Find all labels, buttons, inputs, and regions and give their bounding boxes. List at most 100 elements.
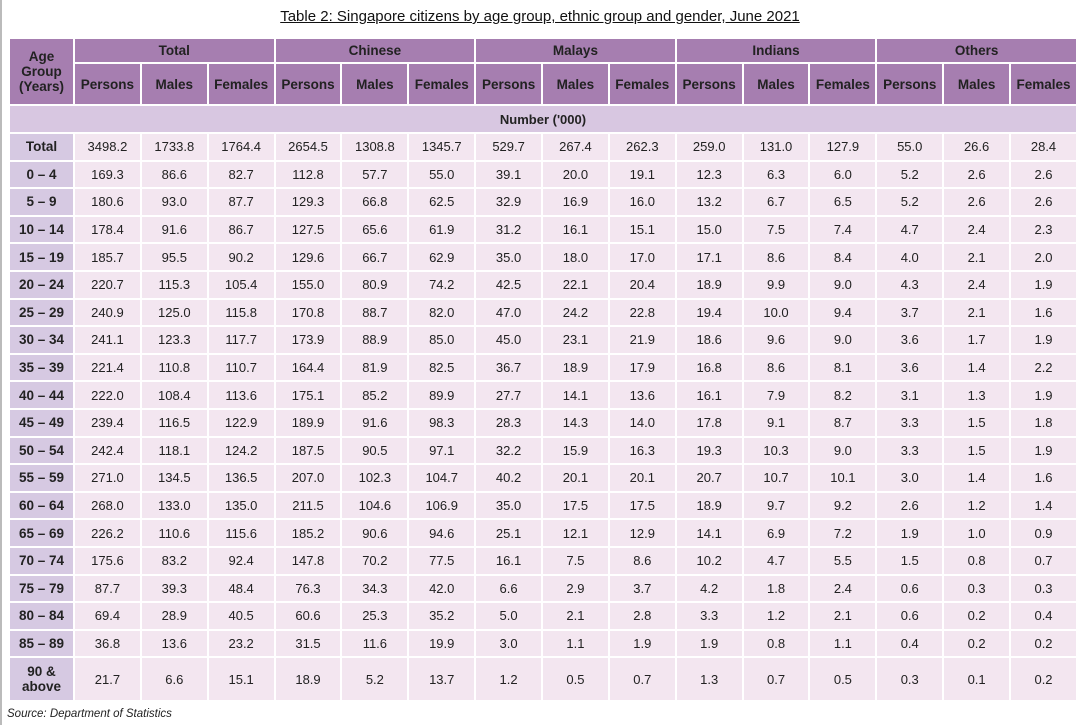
value-cell: 129.6 bbox=[273, 242, 343, 272]
header-row-groups: Age Group (Years) Total Chinese Malays India… bbox=[8, 37, 1078, 106]
value-cell: 1.9 bbox=[607, 628, 677, 659]
age-group-cell: 50 – 54 bbox=[8, 435, 75, 466]
value-cell: 1.4 bbox=[1009, 490, 1078, 521]
value-cell: 110.6 bbox=[139, 518, 209, 548]
value-cell: 1.5 bbox=[942, 407, 1012, 438]
value-cell: 129.3 bbox=[273, 187, 343, 217]
value-cell: 55.0 bbox=[407, 159, 477, 190]
value-cell: 19.1 bbox=[607, 159, 677, 190]
value-cell: 8.6 bbox=[741, 242, 811, 272]
age-group-cell: 65 – 69 bbox=[8, 518, 75, 548]
value-cell: 16.9 bbox=[541, 187, 610, 217]
value-cell: 10.1 bbox=[808, 463, 878, 493]
value-cell: 16.0 bbox=[607, 187, 677, 217]
age-group-cell: Total bbox=[8, 132, 75, 162]
value-cell: 0.2 bbox=[942, 601, 1012, 631]
value-cell: 1308.8 bbox=[340, 132, 410, 162]
page-edge bbox=[0, 0, 2, 725]
value-cell: 175.6 bbox=[73, 545, 142, 576]
value-cell: 2.1 bbox=[541, 601, 610, 631]
value-cell: 0.8 bbox=[741, 628, 811, 659]
value-cell: 20.7 bbox=[674, 463, 744, 493]
value-cell: 26.6 bbox=[942, 132, 1012, 162]
age-group-cell: 75 – 79 bbox=[8, 573, 75, 604]
value-cell: 131.0 bbox=[741, 132, 811, 162]
group-header-chinese: Chinese bbox=[273, 37, 477, 64]
table-row: 35 – 39 221.4 110.8 110.7 164.4 81.9 82.5 36.7 1… bbox=[8, 352, 1078, 383]
value-cell: 20.0 bbox=[541, 159, 610, 190]
value-cell: 1764.4 bbox=[206, 132, 276, 162]
value-cell: 10.2 bbox=[674, 545, 744, 576]
value-cell: 7.5 bbox=[741, 214, 811, 245]
value-cell: 13.2 bbox=[674, 187, 744, 217]
value-cell: 268.0 bbox=[73, 490, 142, 521]
subcol-header-males: Males bbox=[741, 62, 811, 106]
value-cell: 102.3 bbox=[340, 463, 410, 493]
value-cell: 39.1 bbox=[474, 159, 544, 190]
value-cell: 28.4 bbox=[1009, 132, 1078, 162]
value-cell: 2.6 bbox=[942, 187, 1012, 217]
value-cell: 125.0 bbox=[139, 297, 209, 328]
value-cell: 8.6 bbox=[607, 545, 677, 576]
value-cell: 189.9 bbox=[273, 407, 343, 438]
table-row: 0 – 4 169.3 86.6 82.7 112.8 57.7 55.0 39.1 20.0 1… bbox=[8, 159, 1078, 190]
subcol-header-persons: Persons bbox=[474, 62, 544, 106]
value-cell: 1.1 bbox=[541, 628, 610, 659]
group-header-others: Others bbox=[875, 37, 1078, 64]
value-cell: 134.5 bbox=[139, 463, 209, 493]
value-cell: 17.8 bbox=[674, 407, 744, 438]
age-group-header: Age Group (Years) bbox=[8, 37, 75, 106]
value-cell: 16.1 bbox=[474, 545, 544, 576]
value-cell: 21.9 bbox=[607, 325, 677, 355]
value-cell: 7.5 bbox=[541, 545, 610, 576]
value-cell: 1.0 bbox=[942, 518, 1012, 548]
value-cell: 207.0 bbox=[273, 463, 343, 493]
value-cell: 89.9 bbox=[407, 380, 477, 410]
value-cell: 113.6 bbox=[206, 380, 276, 410]
value-cell: 13.7 bbox=[407, 656, 477, 703]
value-cell: 4.2 bbox=[674, 573, 744, 604]
value-cell: 3.3 bbox=[875, 435, 945, 466]
value-cell: 12.9 bbox=[607, 518, 677, 548]
value-cell: 8.4 bbox=[808, 242, 878, 272]
value-cell: 136.5 bbox=[206, 463, 276, 493]
value-cell: 0.4 bbox=[1009, 601, 1078, 631]
subcol-header-males: Males bbox=[340, 62, 410, 106]
value-cell: 529.7 bbox=[474, 132, 544, 162]
value-cell: 2.0 bbox=[1009, 242, 1078, 272]
value-cell: 117.7 bbox=[206, 325, 276, 355]
value-cell: 133.0 bbox=[139, 490, 209, 521]
value-cell: 28.9 bbox=[139, 601, 209, 631]
value-cell: 18.9 bbox=[674, 490, 744, 521]
value-cell: 1.7 bbox=[942, 325, 1012, 355]
value-cell: 12.1 bbox=[541, 518, 610, 548]
value-cell: 0.7 bbox=[741, 656, 811, 703]
group-header-indians: Indians bbox=[674, 37, 878, 64]
value-cell: 60.6 bbox=[273, 601, 343, 631]
value-cell: 23.2 bbox=[206, 628, 276, 659]
group-header-total: Total bbox=[73, 37, 276, 64]
value-cell: 15.1 bbox=[206, 656, 276, 703]
value-cell: 35.0 bbox=[474, 490, 544, 521]
value-cell: 4.0 bbox=[875, 242, 945, 272]
age-group-cell: 55 – 59 bbox=[8, 463, 75, 493]
value-cell: 85.2 bbox=[340, 380, 410, 410]
value-cell: 6.0 bbox=[808, 159, 878, 190]
value-cell: 34.3 bbox=[340, 573, 410, 604]
value-cell: 17.1 bbox=[674, 242, 744, 272]
value-cell: 20.1 bbox=[607, 463, 677, 493]
value-cell: 105.4 bbox=[206, 269, 276, 300]
value-cell: 240.9 bbox=[73, 297, 142, 328]
age-group-cell: 20 – 24 bbox=[8, 269, 75, 300]
value-cell: 259.0 bbox=[674, 132, 744, 162]
age-group-cell: 70 – 74 bbox=[8, 545, 75, 576]
value-cell: 1.8 bbox=[1009, 407, 1078, 438]
value-cell: 173.9 bbox=[273, 325, 343, 355]
value-cell: 175.1 bbox=[273, 380, 343, 410]
subcol-header-females: Females bbox=[407, 62, 477, 106]
value-cell: 36.7 bbox=[474, 352, 544, 383]
value-cell: 91.6 bbox=[340, 407, 410, 438]
age-group-cell: 15 – 19 bbox=[8, 242, 75, 272]
value-cell: 32.9 bbox=[474, 187, 544, 217]
subcol-header-males: Males bbox=[942, 62, 1012, 106]
